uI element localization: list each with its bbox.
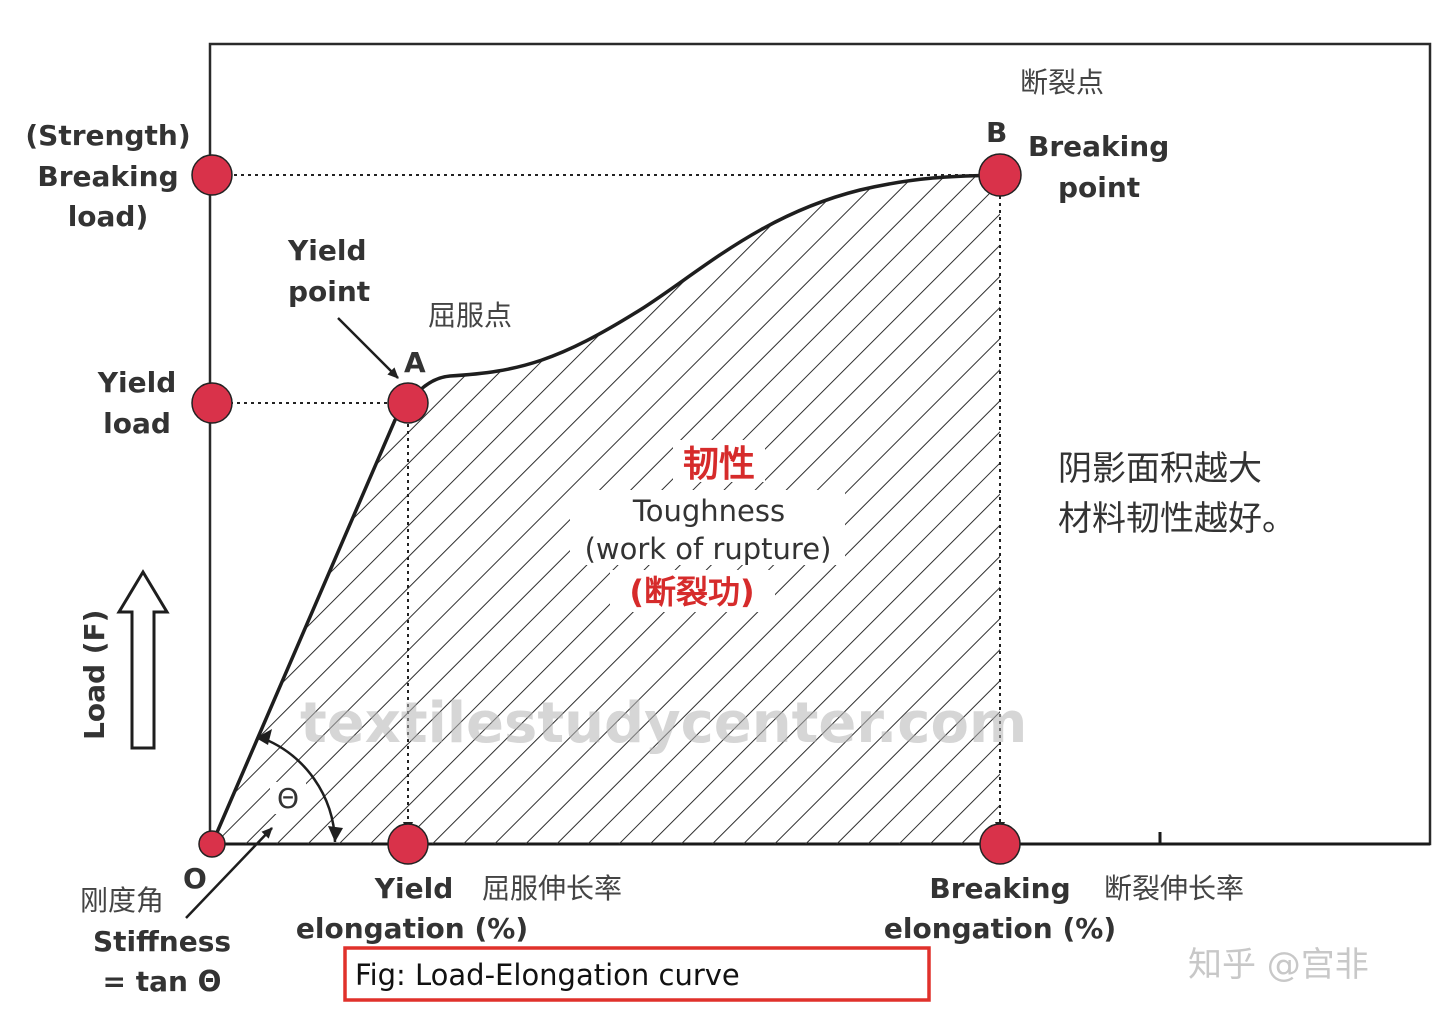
breaking-point-cn: 断裂点 (1020, 66, 1104, 99)
breaking-load-label-1: (Strength) (25, 119, 190, 152)
toughness-cn-bg (673, 440, 765, 482)
breaking-elongation-marker (979, 823, 1021, 865)
note-line-2: 材料韧性越好。 (1058, 499, 1296, 539)
stiffness-pointer-arrow (185, 827, 273, 919)
breaking-load-marker (191, 154, 233, 196)
toughness-en: Toughness (632, 494, 785, 528)
note-line-1: 阴影面积越大 (1058, 449, 1262, 489)
breaking-load-label-2: Breaking (37, 160, 178, 193)
breaking-load-label-3: load) (68, 200, 149, 233)
breaking-elongation-cn: 断裂伸长率 (1104, 872, 1244, 905)
stiffness-formula: = tan Θ (103, 965, 222, 998)
yield-elongation-label-2: elongation (%) (296, 912, 528, 945)
point-b-label: B (986, 116, 1007, 149)
stiffness-angle-arc (261, 736, 337, 843)
breaking-elongation-label-1: Breaking (929, 872, 1070, 905)
breaking-point-label-2: point (1058, 171, 1140, 204)
watermark: textilestudycenter.com (300, 691, 1027, 756)
yield-point-label-1: Yield (287, 234, 367, 267)
yield-load-label-1: Yield (97, 366, 177, 399)
yield-load-label-2: load (103, 407, 171, 440)
yield-elongation-cn: 屈服伸长率 (482, 872, 622, 905)
figure-caption: Fig: Load-Elongation curve (355, 958, 740, 992)
fracture-work-bg (610, 570, 775, 612)
fracture-work-cn: (断裂功) (629, 573, 754, 611)
point-a-label: A (404, 346, 426, 379)
stiffness-angle-cn: 刚度角 (80, 884, 164, 917)
origin-marker (198, 830, 226, 858)
stiffness-label: Stiffness (93, 925, 231, 958)
work-of-rupture: (work of rupture) (585, 532, 832, 566)
yield-elongation-label-1: Yield (374, 872, 454, 905)
yield-point-marker (387, 382, 429, 424)
angle-symbol: Θ (277, 782, 299, 815)
caption-box (343, 946, 931, 1002)
load-axis-title: Load (F) (78, 610, 111, 740)
breaking-point-label-1: Breaking (1028, 130, 1169, 163)
credit-text: 知乎 @宫非 (1188, 945, 1369, 985)
toughness-label-bg (570, 490, 845, 565)
arc-arrow-end (328, 826, 343, 842)
yield-point-arrow (337, 317, 399, 379)
load-elongation-curve (210, 173, 1001, 845)
angle-label-bg (270, 782, 306, 814)
arc-arrow-start (256, 729, 272, 745)
yield-point-label-2: point (288, 275, 370, 308)
breaking-point-marker (978, 153, 1022, 197)
yield-load-marker (191, 382, 233, 424)
load-up-arrow-icon (116, 569, 170, 750)
breaking-elongation-label-2: elongation (%) (884, 912, 1116, 945)
origin-label: O (183, 862, 207, 895)
yield-point-cn: 屈服点 (428, 299, 512, 332)
toughness-cn: 韧性 (683, 444, 755, 485)
yield-elongation-marker (387, 823, 429, 865)
